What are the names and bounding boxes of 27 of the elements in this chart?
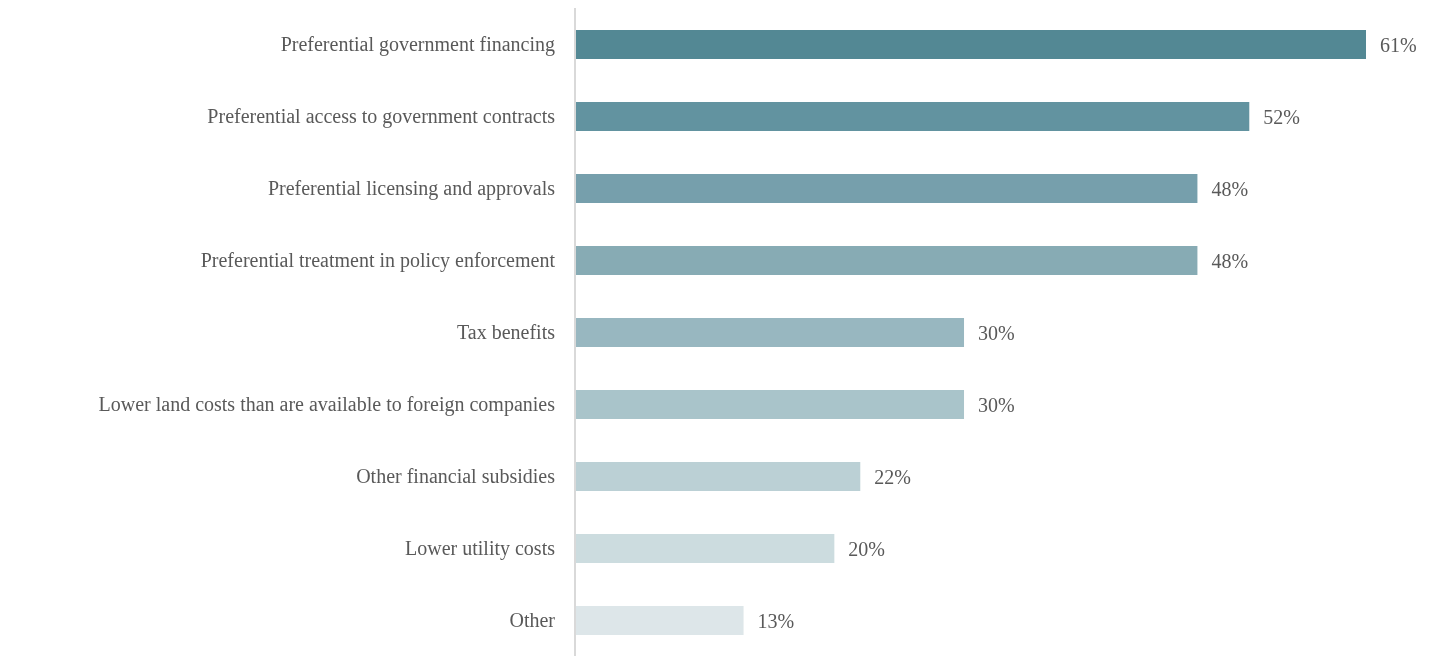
- y-tick-label: Other: [509, 609, 556, 632]
- y-tick-label: Lower utility costs: [405, 537, 556, 561]
- bar: [575, 318, 965, 347]
- y-tick-label: Preferential government financing: [280, 33, 555, 57]
- bar: [575, 390, 965, 419]
- data-label: 30%: [978, 321, 1015, 344]
- y-tick-label: Preferential licensing and approvals: [267, 177, 556, 201]
- data-label: 61%: [1380, 33, 1417, 56]
- bar: [575, 174, 1198, 203]
- y-tick-label: Other financial subsidies: [356, 465, 556, 488]
- y-tick-label: Lower land costs than are available to foreign companies: [98, 393, 556, 417]
- bar: [575, 534, 835, 563]
- bar: [575, 102, 1250, 131]
- data-label: 52%: [1263, 105, 1300, 128]
- data-label: 30%: [978, 393, 1015, 416]
- y-tick-label: Tax benefits: [456, 321, 556, 344]
- bar: [575, 462, 861, 491]
- data-label: 22%: [874, 465, 911, 488]
- data-label: 48%: [1211, 249, 1249, 272]
- bar: [575, 606, 744, 635]
- bar: [575, 30, 1366, 59]
- bar: [575, 246, 1198, 275]
- data-label: 48%: [1211, 177, 1249, 200]
- data-label: 13%: [757, 609, 795, 632]
- data-label: 20%: [848, 537, 886, 560]
- y-tick-label: Preferential treatment in policy enforcement: [200, 249, 556, 273]
- y-tick-label: Preferential access to government contracts: [207, 105, 556, 129]
